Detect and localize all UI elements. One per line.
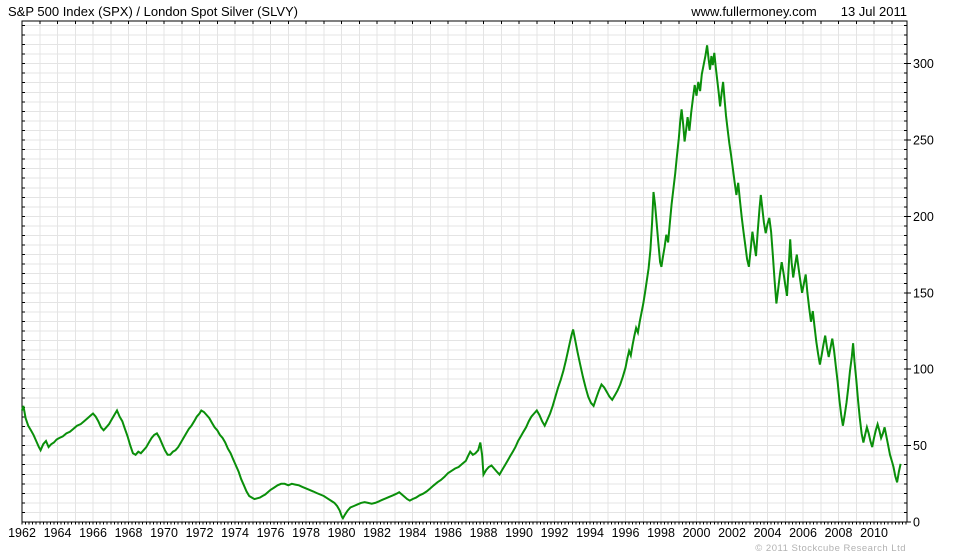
x-axis-label: 1982 [363, 526, 391, 540]
x-axis-label: 2004 [754, 526, 782, 540]
y-axis-label: 300 [913, 57, 934, 71]
x-axis-label: 1996 [612, 526, 640, 540]
x-axis-label: 1974 [221, 526, 249, 540]
website-link[interactable]: www.fullermoney.com [691, 4, 817, 19]
y-axis-label: 250 [913, 134, 934, 148]
x-axis-label: 1986 [434, 526, 462, 540]
x-axis-label: 1994 [576, 526, 604, 540]
y-axis-label: 150 [913, 286, 934, 300]
x-axis-label: 1988 [470, 526, 498, 540]
x-axis-label: 1964 [44, 526, 72, 540]
y-axis-label: 0 [913, 516, 920, 530]
x-axis-label: 2008 [825, 526, 853, 540]
x-axis-label: 1978 [292, 526, 320, 540]
x-axis-label: 1970 [150, 526, 178, 540]
x-axis-label: 1998 [647, 526, 675, 540]
x-axis-label: 1990 [505, 526, 533, 540]
x-axis-label: 1984 [399, 526, 427, 540]
x-axis-label: 1962 [8, 526, 36, 540]
x-axis-label: 1966 [79, 526, 107, 540]
ratio-series-line [21, 45, 902, 521]
x-axis-label: 1992 [541, 526, 569, 540]
chart-date: 13 Jul 2011 [840, 4, 907, 19]
chart-header: S&P 500 Index (SPX) / London Spot Silver… [8, 4, 907, 20]
x-axis-label: 2006 [789, 526, 817, 540]
y-axis-label: 100 [913, 363, 934, 377]
chart-title: S&P 500 Index (SPX) / London Spot Silver… [8, 4, 299, 19]
x-axis-label: 1976 [257, 526, 285, 540]
x-axis-label: 1968 [115, 526, 143, 540]
copyright-notice: © 2011 Stockcube Research Ltd [755, 543, 906, 554]
y-axis-label: 200 [913, 210, 934, 224]
x-axis-label: 2002 [718, 526, 746, 540]
plot-frame [21, 20, 908, 523]
x-axis-label: 1972 [186, 526, 214, 540]
x-axis-label: 2000 [683, 526, 711, 540]
x-axis-label: 2010 [860, 526, 888, 540]
x-axis-label: 1980 [328, 526, 356, 540]
y-axis-label: 50 [913, 439, 927, 453]
